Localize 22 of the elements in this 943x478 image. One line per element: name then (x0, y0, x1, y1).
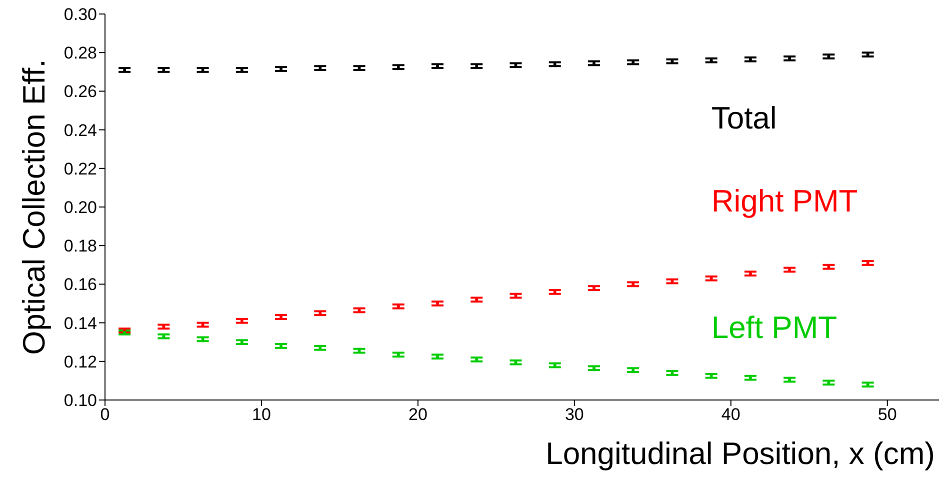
y-tick-label: 0.24 (64, 120, 97, 140)
x-tick-label: 40 (721, 405, 740, 424)
y-tick-label: 0.14 (64, 314, 97, 333)
x-tick-label: 20 (408, 405, 428, 424)
y-tick-label: 0.26 (64, 82, 97, 102)
y-tick-label: 0.30 (64, 5, 97, 24)
series-label: Right PMT (711, 184, 858, 219)
y-tick-label: 0.16 (64, 275, 97, 294)
x-tick-label: 50 (878, 405, 897, 424)
y-tick-label: 0.18 (64, 236, 97, 256)
y-tick-label: 0.10 (64, 391, 97, 410)
y-axis-title: Optical Collection Eff. (16, 59, 52, 355)
y-tick-label: 0.22 (64, 159, 97, 178)
series-label: Left PMT (711, 310, 838, 346)
y-tick-label: 0.28 (64, 44, 97, 63)
x-tick-label: 10 (252, 405, 271, 424)
y-tick-label: 0.20 (64, 198, 97, 218)
x-tick-label: 0 (100, 405, 110, 424)
series-label: Total (711, 100, 777, 136)
x-tick-label: 30 (564, 405, 584, 424)
y-tick-label: 0.12 (64, 352, 97, 372)
x-axis-title: Longitudinal Position, x (cm) (546, 436, 935, 471)
